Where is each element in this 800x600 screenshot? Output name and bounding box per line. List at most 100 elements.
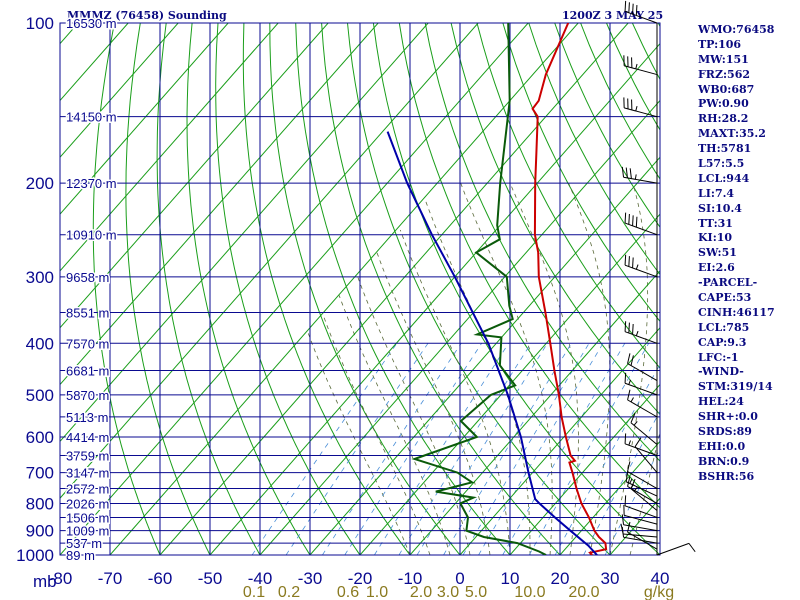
barb-shaft	[624, 331, 658, 344]
moist-adiabat	[323, 315, 431, 555]
index-item: LCL:944	[698, 171, 750, 185]
barb-flag	[625, 471, 629, 482]
barb-flag	[632, 3, 634, 15]
temperature-tick-label: -30	[298, 569, 323, 588]
dry-adiabat	[788, 23, 800, 566]
temperature-tick-label: 20	[551, 569, 570, 588]
barb-flag	[635, 5, 638, 16]
mixing-ratio-line	[344, 343, 482, 555]
mixing-ratio-label: 3.0	[437, 584, 459, 600]
barb-flag	[627, 353, 631, 364]
barb-flag	[635, 216, 638, 228]
temperature-tick-label: -50	[198, 569, 223, 588]
index-item: WB0:687	[698, 82, 755, 96]
index-item: PW:0.90	[698, 97, 749, 111]
temperature-trace	[531, 23, 608, 555]
barb-shaft	[627, 363, 658, 381]
isotherm	[409, 270, 660, 555]
index-item: BSHR:56	[698, 469, 755, 483]
barb-flag	[627, 389, 631, 400]
barb-flag	[632, 215, 634, 226]
dry-adiabat	[347, 23, 611, 555]
wind-barb	[624, 372, 658, 396]
mixing-ratio-line	[251, 343, 398, 555]
wind-barb	[627, 389, 658, 418]
barb-shaft	[634, 446, 658, 473]
barb-flag	[628, 322, 630, 334]
pressure-tick-label: 400	[26, 334, 54, 353]
barb-flag	[627, 461, 631, 472]
wind-barb	[627, 353, 658, 381]
index-item: EHI:0.0	[698, 439, 746, 453]
index-item: TP:106	[698, 37, 742, 51]
barb-flag	[632, 257, 634, 268]
index-item: CINH:46117	[698, 305, 775, 319]
height-label: 2572 m	[66, 482, 109, 497]
wind-barb	[624, 495, 658, 518]
height-label: 8551 m	[66, 305, 109, 320]
mixing-ratio-label: 5.0	[465, 584, 487, 600]
index-item: WMO:76458	[698, 23, 775, 36]
index-item: RH:28.2	[698, 112, 749, 126]
pressure-tick-label: 500	[26, 386, 54, 405]
dry-adiabat	[398, 23, 660, 509]
temperature-tick-label: 10	[501, 569, 520, 588]
isotherm	[0, 23, 28, 555]
barb-half-flag	[635, 106, 638, 112]
mixing-ratio-line	[528, 343, 650, 555]
wind-barb	[621, 166, 658, 184]
index-item: EI:2.6	[698, 261, 735, 275]
barb-flag	[620, 523, 624, 535]
barb-half-flag	[628, 379, 631, 385]
temperature-tick-label: 0	[455, 569, 464, 588]
pressure-tick-label: 300	[26, 268, 54, 287]
wind-barb	[621, 514, 658, 532]
barb-flag	[624, 254, 627, 266]
dry-adiabat	[186, 23, 311, 555]
isotherm	[309, 156, 660, 555]
mixing-ratio-label: 0.1	[243, 584, 265, 600]
wind-barb	[620, 523, 658, 538]
wind-barb	[630, 412, 658, 445]
isotherm	[60, 23, 279, 272]
moist-adiabat	[307, 331, 411, 555]
barb-shaft	[625, 481, 658, 497]
mixing-ratio-line	[478, 343, 604, 555]
dry-adiabat	[92, 23, 161, 555]
barb-flag	[627, 476, 631, 487]
barb-shaft	[624, 505, 658, 518]
index-item: FRZ:562	[698, 67, 751, 81]
isotherm	[209, 42, 660, 555]
barb-shaft	[630, 422, 658, 445]
barb-flag	[630, 412, 636, 423]
barb-flag	[621, 514, 625, 525]
barb-shaft	[624, 65, 658, 76]
temperature-tick-label: -20	[348, 569, 373, 588]
height-label: 1009 m	[66, 524, 109, 539]
height-label: 5113 m	[66, 410, 108, 425]
moist-adiabat	[357, 276, 471, 555]
pressure-tick-label: 200	[26, 174, 54, 193]
isotherm	[559, 440, 660, 555]
index-item: L57:5.5	[698, 157, 745, 171]
barb-shaft	[656, 542, 690, 556]
barb-shaft	[624, 264, 658, 278]
index-item: SHR+:0.0	[698, 410, 758, 424]
barb-shaft	[624, 10, 658, 24]
mixing-ratio-label: 0.6	[337, 584, 359, 600]
barb-flag	[628, 213, 630, 225]
barb-flag	[624, 321, 627, 332]
pressure-tick-label: 100	[26, 14, 54, 33]
index-item: TH:5781	[698, 142, 752, 156]
mixing-ratio-line	[416, 343, 548, 555]
barb-half-flag	[635, 330, 639, 336]
mixing-ratio-label: 10.0	[514, 584, 545, 600]
index-item: CAP:9.3	[698, 335, 747, 349]
wind-barbs	[620, 0, 696, 556]
isotherm	[159, 23, 629, 555]
index-item: LFC:-1	[698, 350, 739, 364]
wind-barb	[624, 212, 658, 236]
dry-adiabat	[125, 23, 211, 555]
isotherm	[60, 23, 529, 555]
